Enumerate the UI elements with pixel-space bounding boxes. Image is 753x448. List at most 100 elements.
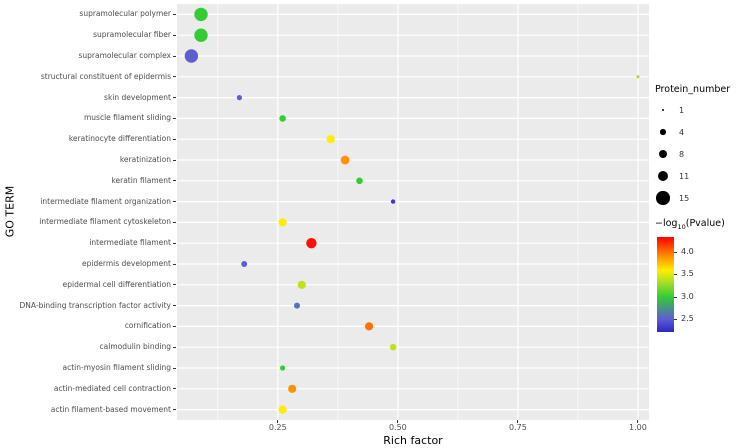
size-legend-item: 11 bbox=[655, 165, 753, 187]
y-tick-label: actin filament-based movement bbox=[50, 404, 171, 414]
colorbar-tick-label: 2.5 bbox=[681, 313, 694, 323]
y-tick-label: keratinization bbox=[119, 155, 171, 164]
size-legend-item: 8 bbox=[655, 143, 753, 165]
y-tick-label: supramolecular fiber bbox=[93, 30, 171, 40]
data-point bbox=[356, 177, 363, 185]
x-tick-label: 0.25 bbox=[268, 423, 287, 432]
data-point bbox=[194, 7, 208, 22]
plot-panel bbox=[177, 4, 649, 420]
colorbar-tick-mark bbox=[674, 318, 677, 320]
size-legend-items: 1 4 8 11 15 bbox=[655, 99, 753, 209]
y-tick-mark bbox=[173, 325, 176, 327]
x-tick-mark bbox=[397, 420, 399, 423]
colorbar-tick-label: 4.0 bbox=[681, 247, 694, 257]
size-legend-item: 4 bbox=[655, 121, 753, 143]
y-tick-label: DNA-binding transcription factor activit… bbox=[19, 300, 171, 310]
colorbar-tick-mark bbox=[674, 274, 677, 276]
color-legend-title-subscript: 10 bbox=[677, 222, 686, 231]
y-tick-mark bbox=[173, 55, 176, 57]
color-legend-title-suffix: (Pvalue) bbox=[685, 218, 725, 229]
size-legend-dot bbox=[660, 129, 666, 135]
colorbar-tick-label: 3.0 bbox=[681, 291, 694, 301]
size-legend-item: 15 bbox=[655, 187, 753, 209]
y-tick-mark bbox=[173, 388, 176, 390]
y-tick-label: muscle filament sliding bbox=[83, 113, 171, 123]
colorbar: 4.0 3.5 3.0 2.5 bbox=[657, 236, 747, 332]
y-tick-mark bbox=[173, 242, 176, 244]
data-point bbox=[236, 95, 242, 101]
color-legend: −log10(Pvalue) 4.0 3.5 3.0 2.5 bbox=[655, 218, 753, 332]
size-legend-value: 4 bbox=[679, 127, 685, 137]
y-tick-mark bbox=[173, 409, 176, 411]
size-legend-value: 11 bbox=[679, 171, 690, 181]
y-tick-label: supramolecular polymer bbox=[79, 9, 171, 19]
data-point bbox=[288, 384, 297, 393]
x-tick-label: 0.50 bbox=[388, 423, 407, 432]
data-point bbox=[389, 343, 397, 351]
x-tick-label: 0.75 bbox=[509, 423, 527, 432]
y-tick-label: actin-mediated cell contraction bbox=[53, 383, 171, 393]
data-point bbox=[278, 218, 287, 227]
size-legend-dot bbox=[656, 191, 670, 205]
x-tick-mark bbox=[277, 420, 279, 423]
data-point bbox=[278, 405, 287, 414]
data-point bbox=[280, 365, 286, 371]
y-tick-mark bbox=[173, 305, 176, 307]
data-point bbox=[340, 155, 350, 165]
y-tick-label: keratin filament bbox=[111, 175, 171, 185]
size-legend-item: 1 bbox=[655, 99, 753, 121]
y-tick-mark bbox=[173, 117, 176, 119]
y-tick-label: skin development bbox=[104, 92, 171, 102]
y-tick-mark bbox=[173, 76, 176, 78]
data-point bbox=[241, 261, 248, 267]
y-tick-label: calmodulin binding bbox=[99, 342, 171, 352]
y-tick-mark bbox=[173, 284, 176, 286]
x-axis-title: Rich factor bbox=[383, 434, 443, 447]
y-tick-label: structural constituent of epidermis bbox=[40, 71, 171, 81]
plot-points-layer bbox=[177, 4, 649, 420]
y-tick-label: keratinocyte differentiation bbox=[68, 134, 171, 144]
y-tick-mark bbox=[173, 263, 176, 265]
y-tick-label: intermediate filament cytoskeleton bbox=[39, 217, 171, 227]
data-point bbox=[294, 302, 300, 309]
y-tick-mark bbox=[173, 180, 176, 182]
size-legend-dot bbox=[661, 108, 665, 112]
data-point bbox=[297, 280, 306, 289]
data-point bbox=[636, 75, 640, 79]
y-tick-mark bbox=[173, 346, 176, 348]
size-legend-value: 15 bbox=[679, 193, 690, 203]
y-tick-label: supramolecular complex bbox=[78, 51, 171, 60]
x-tick-mark bbox=[517, 420, 519, 423]
data-point bbox=[184, 49, 199, 63]
colorbar-tick-label: 3.5 bbox=[681, 269, 694, 279]
colorbar-tick-mark bbox=[674, 252, 677, 254]
size-legend-title: Protein_number bbox=[655, 84, 731, 95]
y-tick-mark bbox=[173, 221, 176, 223]
colorbar-gradient bbox=[657, 236, 674, 332]
y-tick-label: intermediate filament bbox=[89, 238, 171, 248]
y-tick-mark bbox=[173, 34, 176, 36]
y-tick-mark bbox=[173, 138, 176, 140]
y-tick-mark bbox=[173, 13, 176, 15]
color-legend-title: −log10(Pvalue) bbox=[655, 218, 753, 231]
size-legend: Protein_number 1 4 8 11 15 bbox=[655, 84, 753, 209]
y-tick-mark bbox=[173, 159, 176, 161]
y-tick-label: epidermis development bbox=[82, 259, 171, 268]
size-legend-value: 1 bbox=[679, 105, 685, 115]
size-legend-value: 8 bbox=[679, 149, 685, 159]
data-point bbox=[279, 115, 286, 122]
size-legend-dot bbox=[657, 170, 669, 182]
y-tick-label: actin-myosin filament sliding bbox=[62, 363, 171, 372]
colorbar-tick-mark bbox=[674, 296, 677, 298]
size-legend-dot bbox=[658, 149, 668, 159]
y-tick-mark bbox=[173, 367, 176, 369]
data-point bbox=[306, 238, 317, 249]
data-point bbox=[194, 28, 208, 42]
y-tick-label: intermediate filament organization bbox=[40, 196, 171, 206]
color-legend-title-prefix: −log bbox=[655, 218, 678, 229]
x-tick-mark bbox=[637, 420, 639, 423]
y-tick-label: epidermal cell differentiation bbox=[62, 279, 171, 289]
data-point bbox=[326, 135, 335, 144]
y-tick-mark bbox=[173, 97, 176, 99]
